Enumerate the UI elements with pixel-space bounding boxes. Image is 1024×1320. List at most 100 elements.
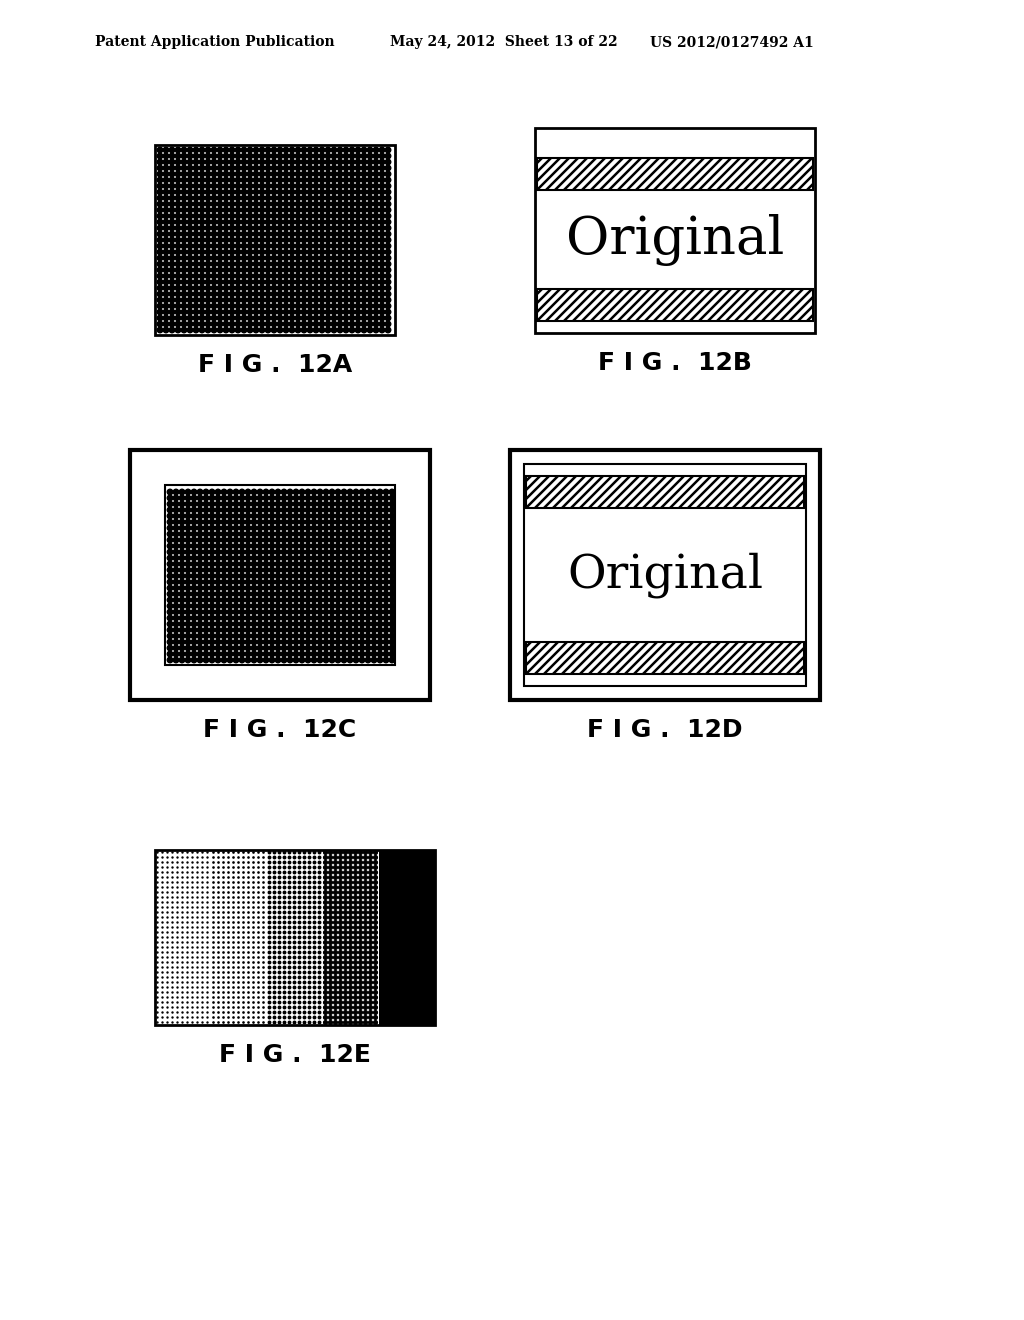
Circle shape [269,490,274,495]
Circle shape [330,627,335,632]
Circle shape [194,304,199,309]
Circle shape [215,603,221,609]
Circle shape [339,986,342,990]
Circle shape [301,285,307,290]
Circle shape [358,981,362,985]
Circle shape [289,231,295,236]
Circle shape [372,622,377,627]
Circle shape [227,513,232,519]
Circle shape [330,490,335,495]
Circle shape [311,519,316,525]
Circle shape [305,513,310,519]
Circle shape [158,207,163,213]
Circle shape [385,165,391,170]
Circle shape [198,507,203,512]
Circle shape [358,920,362,924]
Circle shape [215,573,221,578]
Circle shape [295,267,301,273]
Circle shape [324,657,329,663]
Circle shape [215,490,221,495]
Circle shape [330,645,335,651]
Circle shape [209,507,215,512]
Circle shape [271,226,276,231]
Circle shape [275,531,281,537]
Circle shape [293,972,296,974]
Circle shape [343,153,349,158]
Circle shape [298,902,301,904]
Circle shape [284,851,286,854]
Circle shape [326,238,331,243]
Circle shape [353,986,357,990]
Circle shape [163,304,169,309]
Circle shape [324,1011,328,1014]
Circle shape [324,651,329,657]
Circle shape [236,243,241,248]
Circle shape [295,255,301,261]
Circle shape [200,219,205,224]
Circle shape [318,921,321,924]
Circle shape [293,525,299,531]
Circle shape [298,972,301,974]
Circle shape [311,549,316,554]
Circle shape [191,556,197,561]
Circle shape [305,507,310,512]
Circle shape [353,950,357,954]
Circle shape [324,886,328,890]
Circle shape [257,622,263,627]
Circle shape [282,549,287,554]
Circle shape [368,219,373,224]
Circle shape [326,267,331,273]
Circle shape [247,226,253,231]
Circle shape [187,297,193,302]
Circle shape [308,946,310,949]
Circle shape [331,304,337,309]
Circle shape [339,855,342,859]
Circle shape [236,315,241,321]
Circle shape [353,1001,357,1005]
Circle shape [288,544,293,549]
Circle shape [383,525,389,531]
Circle shape [257,544,263,549]
Circle shape [269,585,274,591]
Circle shape [383,544,389,549]
Circle shape [194,238,199,243]
Circle shape [329,850,333,854]
Circle shape [179,561,184,566]
Circle shape [301,189,307,195]
Circle shape [257,634,263,639]
Circle shape [298,866,301,869]
Circle shape [263,573,268,578]
Circle shape [307,285,312,290]
Circle shape [383,603,389,609]
Circle shape [227,507,232,512]
Circle shape [368,304,373,309]
Circle shape [223,327,228,333]
Circle shape [273,861,275,863]
Circle shape [364,990,368,994]
Circle shape [223,226,228,231]
Circle shape [167,645,173,651]
Circle shape [288,603,293,609]
Circle shape [334,1015,337,1019]
Circle shape [344,986,347,990]
Circle shape [317,645,323,651]
Circle shape [299,615,305,620]
Circle shape [275,495,281,500]
Text: May 24, 2012  Sheet 13 of 22: May 24, 2012 Sheet 13 of 22 [390,36,617,49]
Circle shape [167,657,173,663]
Circle shape [298,936,301,939]
Circle shape [368,267,373,273]
Circle shape [355,261,360,267]
Circle shape [293,1006,296,1008]
Circle shape [307,219,312,224]
Circle shape [293,634,299,639]
Circle shape [259,172,265,177]
Circle shape [374,981,378,985]
Circle shape [229,153,234,158]
Circle shape [295,183,301,189]
Circle shape [331,238,337,243]
Circle shape [233,490,239,495]
Circle shape [317,549,323,554]
Circle shape [377,490,383,495]
Circle shape [257,585,263,591]
